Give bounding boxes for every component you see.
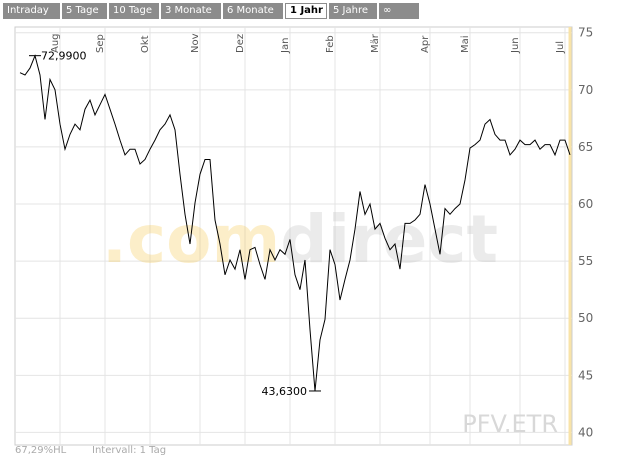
x-tick-label: Feb bbox=[325, 35, 336, 53]
plot-frame bbox=[14, 26, 573, 446]
x-tick-label: Apr bbox=[420, 35, 431, 53]
y-tick-label: 55 bbox=[578, 254, 593, 268]
logo-part: .com bbox=[102, 201, 280, 278]
x-tick-label: Jun bbox=[510, 37, 521, 54]
range-tab[interactable]: ∞ bbox=[379, 3, 419, 19]
range-tab[interactable]: 6 Monate bbox=[223, 3, 283, 19]
x-tick-label: Sep bbox=[95, 34, 106, 53]
range-tab[interactable]: 5 Jahre bbox=[329, 3, 377, 19]
footer-text: 67,29%HL bbox=[15, 445, 67, 456]
x-tick-label: Jul bbox=[555, 41, 566, 54]
x-tick-label: Dez bbox=[235, 34, 246, 53]
y-tick-label: 40 bbox=[578, 425, 593, 439]
x-tick-label: Okt bbox=[140, 35, 151, 53]
price-line bbox=[19, 54, 571, 392]
x-tick-label: Mai bbox=[460, 35, 471, 53]
extreme-label: 43,6300 bbox=[262, 385, 308, 398]
x-tick-label: Mär bbox=[370, 33, 381, 53]
y-tick-label: 75 bbox=[578, 26, 593, 40]
logo-part: direct bbox=[280, 201, 498, 278]
y-tick-label: 45 bbox=[578, 368, 593, 382]
logo: .comdirect bbox=[102, 201, 498, 278]
watermark: PFV.ETR bbox=[462, 410, 558, 438]
y-tick-label: 70 bbox=[578, 83, 593, 97]
footer-text: Intervall: 1 Tag bbox=[92, 445, 167, 456]
y-tick-label: 60 bbox=[578, 197, 593, 211]
extreme-label: 72,9900 bbox=[41, 50, 87, 63]
range-tab[interactable]: 5 Tage bbox=[62, 3, 107, 19]
x-tick-label: Jan bbox=[280, 38, 291, 54]
range-tab[interactable]: 1 Jahr bbox=[285, 3, 327, 19]
y-tick-label: 50 bbox=[578, 311, 593, 325]
range-tab[interactable]: 10 Tage bbox=[109, 3, 159, 19]
range-tab[interactable]: 3 Monate bbox=[161, 3, 221, 19]
y-tick-label: 65 bbox=[578, 140, 593, 154]
range-tab[interactable]: Intraday bbox=[3, 3, 60, 19]
x-tick-label: Aug bbox=[50, 33, 61, 53]
x-tick-label: Nov bbox=[190, 33, 201, 53]
